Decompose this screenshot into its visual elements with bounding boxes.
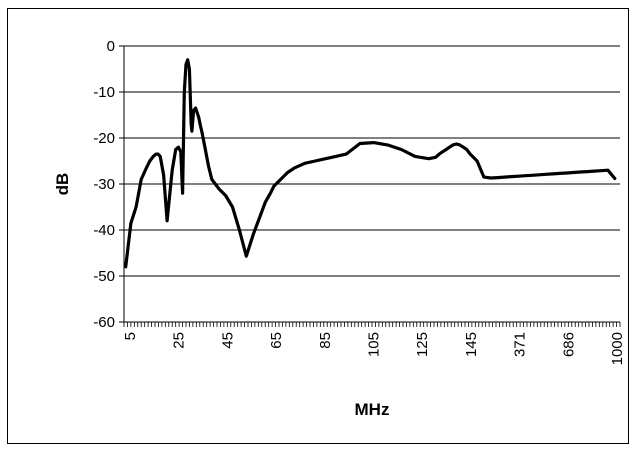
x-tick-label: 25 bbox=[171, 332, 188, 349]
y-tick-label: -20 bbox=[93, 130, 115, 147]
x-tick-label: 371 bbox=[512, 332, 529, 357]
x-tick-label: 686 bbox=[560, 332, 577, 357]
y-tick-label: -40 bbox=[93, 222, 115, 239]
y-axis-title: dB bbox=[53, 173, 72, 196]
x-tick-label: 45 bbox=[219, 332, 236, 349]
x-tick-label: 1000 bbox=[609, 332, 626, 365]
x-tick-label: 5 bbox=[122, 332, 139, 340]
gridlines bbox=[124, 45, 620, 277]
y-tick-label: -30 bbox=[93, 176, 115, 193]
x-axis-ticks: 5 25 45 65 85 105 125 145 371 686 1000 bbox=[122, 322, 626, 365]
y-tick-label: -50 bbox=[93, 268, 115, 285]
x-tick-label: 145 bbox=[463, 332, 480, 357]
y-axis-ticks: 0 -10 -20 -30 -40 -50 -60 bbox=[93, 38, 124, 331]
x-axis-title: MHz bbox=[355, 400, 390, 419]
x-tick-label: 105 bbox=[366, 332, 383, 357]
y-tick-label: -60 bbox=[93, 314, 115, 331]
y-tick-label: -10 bbox=[93, 84, 115, 101]
series-line bbox=[124, 58, 617, 269]
x-tick-label: 65 bbox=[268, 332, 285, 349]
x-tick-label: 85 bbox=[317, 332, 334, 349]
chart-frame bbox=[7, 8, 629, 444]
x-tick-label: 125 bbox=[414, 332, 431, 357]
y-tick-label: 0 bbox=[107, 38, 115, 55]
